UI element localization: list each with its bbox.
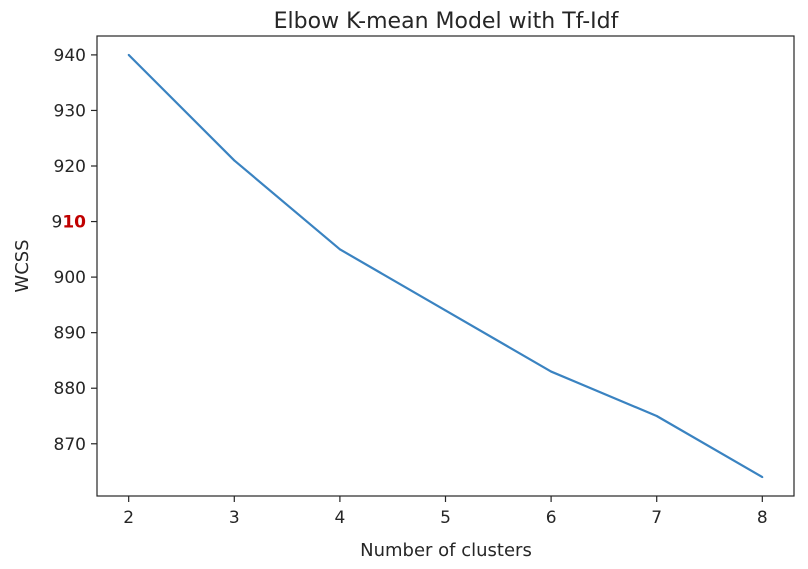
data-point [127,53,130,56]
wcss-series-points [127,53,764,479]
data-point [655,415,658,417]
data-point [444,309,447,312]
x-tick-label: 5 [440,508,451,528]
y-tick-label: 880 [54,379,86,399]
x-tick-label: 3 [229,508,240,528]
x-tick-label: 2 [123,508,134,528]
y-axis-ticks: 870 880 890 900 910 920 930 940 [52,46,97,455]
y-tick-label: 920 [54,157,86,177]
x-axis-label: Number of clusters [360,540,532,561]
y-tick-label: 870 [54,435,86,455]
x-tick-label: 7 [651,508,662,528]
x-tick-label: 8 [757,508,768,528]
y-tick-label: 910 [52,213,87,233]
data-point [550,370,553,373]
data-point [338,248,341,251]
x-tick-label: 6 [546,508,557,528]
y-tick-label: 940 [54,46,86,66]
data-point [761,476,764,479]
y-tick-label: 930 [54,101,86,121]
y-axis-label: WCSS [12,239,33,292]
x-tick-label: 4 [334,508,345,528]
y-tick-label: 900 [54,268,86,288]
chart-title: Elbow K-mean Model with Tf-Idf [274,9,620,34]
x-axis-ticks: 2 3 4 5 6 7 8 [123,496,768,528]
data-point [233,159,236,162]
y-tick-label: 890 [54,324,86,344]
